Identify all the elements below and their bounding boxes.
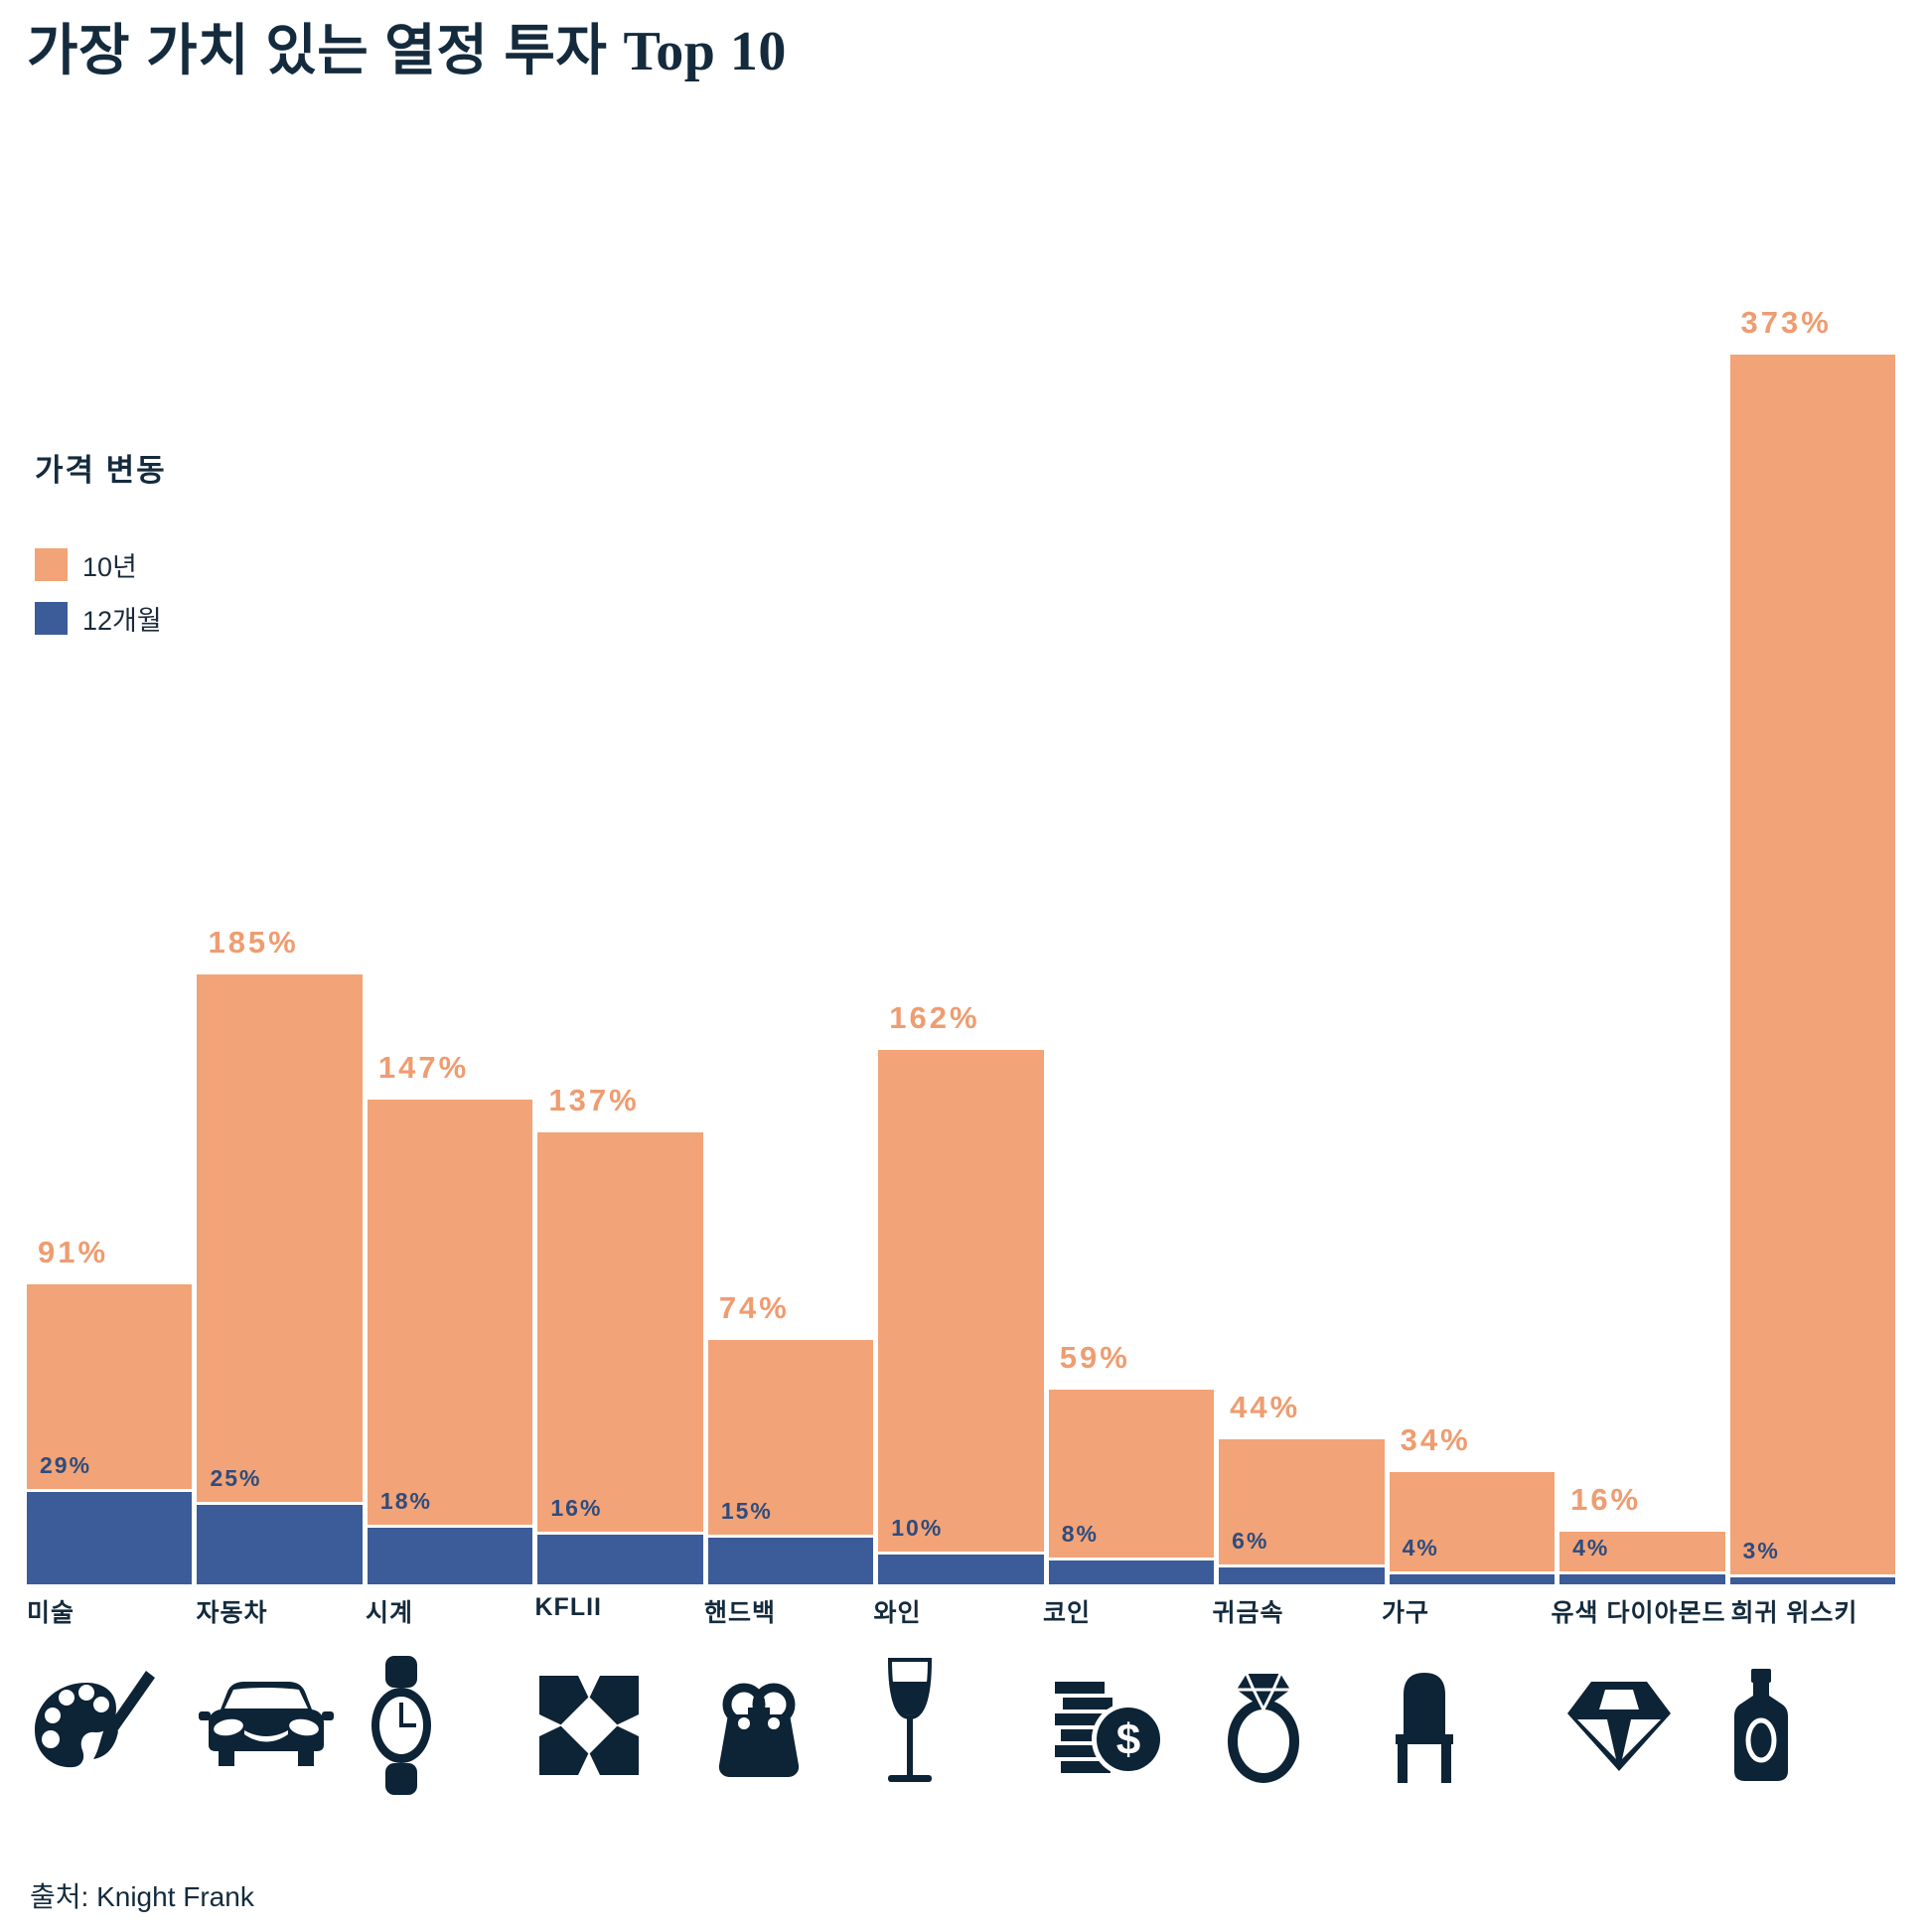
twelve-month-value-label: 3% [1742,1538,1780,1563]
twelve-month-bar [1219,1564,1385,1584]
category-label: 가구 [1382,1599,1430,1627]
car-icon [197,1651,362,1800]
ten-year-value-label: 137% [548,1083,640,1117]
twelve-month-bar [707,1535,874,1584]
ten-year-bar: 44% 6% [1219,1390,1385,1584]
twelve-month-value-label: 4% [1402,1535,1439,1560]
chair-icon [1390,1651,1555,1800]
legend-item-10-years: 10년 [35,545,167,584]
ten-year-value-label: 162% [889,1000,980,1035]
category-label: KFLII [534,1593,602,1621]
twelve-month-value-label: 25% [210,1465,262,1491]
page-title-korean: 가장 가치 있는 열정 투자 [27,19,608,81]
ten-year-bar: 16% 4% [1559,1482,1725,1584]
ten-year-label: 10년 [82,552,137,582]
category-label: 자동차 [196,1599,268,1627]
ten-year-bar: 373% 3% [1729,305,1895,1584]
bar-chart: 91% 29% 185% 25% 147% 18% 137% 16% 74% 15% 162% 10%… [27,0,1895,1584]
legend-item-12-months: 12개월 [35,599,167,638]
ten-year-bar: 74% 15% [707,1290,874,1584]
svg-text:$: $ [1115,1715,1139,1764]
twelve-month-bar [197,1502,363,1584]
wine-icon [878,1651,1043,1800]
watch-icon [368,1651,532,1800]
ten-year-value-label: 44% [1230,1390,1301,1424]
twelve-month-value-label: 16% [550,1495,603,1521]
ten-year-bar: 137% 16% [537,1083,703,1584]
twelve-month-bar [27,1489,193,1584]
ten-year-bar: 91% 29% [27,1235,193,1584]
page-title: 가장 가치 있는 열정 투자 Top 10 [27,6,787,86]
coins-icon: $ [1049,1651,1214,1800]
twelve-month-bar [367,1525,533,1584]
ten-year-bar: 147% 18% [367,1050,533,1584]
legend-heading: 가격 변동 [35,453,167,488]
ten-year-bar: 185% 25% [197,925,363,1584]
legend-items: 10년 12개월 [35,545,167,638]
twelve-month-bar [878,1552,1044,1584]
twelve-month-bar [537,1532,703,1584]
twelve-month-bar [1559,1571,1725,1584]
category-label: 코인 [1043,1599,1092,1627]
twelve-month-value-label: 6% [1232,1528,1269,1554]
ten-year-bar: 34% 4% [1389,1422,1556,1584]
ten-year-value-label: 373% [1740,305,1832,340]
twelve-month-value-label: 29% [40,1452,92,1478]
category-label: 희귀 위스키 [1730,1599,1858,1627]
ten-year-swatch [35,548,68,581]
category-label: 핸드백 [704,1599,777,1627]
twelve-month-value-label: 15% [720,1498,773,1524]
twelve-month-label: 12개월 [82,606,162,636]
twelve-month-value-label: 18% [379,1488,432,1514]
twelve-month-swatch [35,602,68,635]
diamond-icon [1559,1651,1724,1800]
twelve-month-value-label: 4% [1572,1535,1610,1560]
category-labels-row: 미술 자동차 시계 KFLII 핸드백 와인 코인 귀금속 가구 유색 다이아몬드 희귀 위스키 [27,1593,1895,1629]
kflii-icon [537,1651,702,1800]
source-note: 출처: Knight Frank [30,1881,254,1912]
category-label: 시계 [366,1599,414,1627]
ten-year-value-label: 16% [1570,1482,1642,1517]
category-icons-row: $ [27,1651,1895,1800]
whisky-icon [1730,1651,1895,1800]
twelve-month-value-label: 8% [1061,1521,1099,1547]
ten-year-value-label: 34% [1400,1422,1471,1457]
ten-year-bar: 59% 8% [1048,1340,1215,1584]
category-label: 와인 [873,1599,922,1627]
twelve-month-value-label: 10% [891,1515,944,1541]
twelve-month-bar [1729,1574,1895,1584]
ring-icon [1219,1651,1384,1800]
ten-year-value-label: 185% [208,925,299,960]
ten-year-value-label: 59% [1059,1340,1130,1375]
handbag-icon [708,1651,873,1800]
palette-icon [27,1651,192,1800]
ten-year-bar: 162% 10% [878,1000,1044,1584]
category-label: 유색 다이아몬드 [1551,1599,1726,1627]
ten-year-value-label: 91% [38,1235,109,1269]
page-title-suffix: Top 10 [623,21,787,82]
legend: 가격 변동 10년 12개월 [35,445,167,653]
category-label: 미술 [27,1599,75,1627]
twelve-month-bar [1048,1558,1215,1584]
twelve-month-bar [1389,1571,1556,1584]
category-label: 귀금속 [1212,1599,1284,1627]
ten-year-value-label: 147% [377,1050,470,1085]
ten-year-value-label: 74% [718,1290,790,1325]
